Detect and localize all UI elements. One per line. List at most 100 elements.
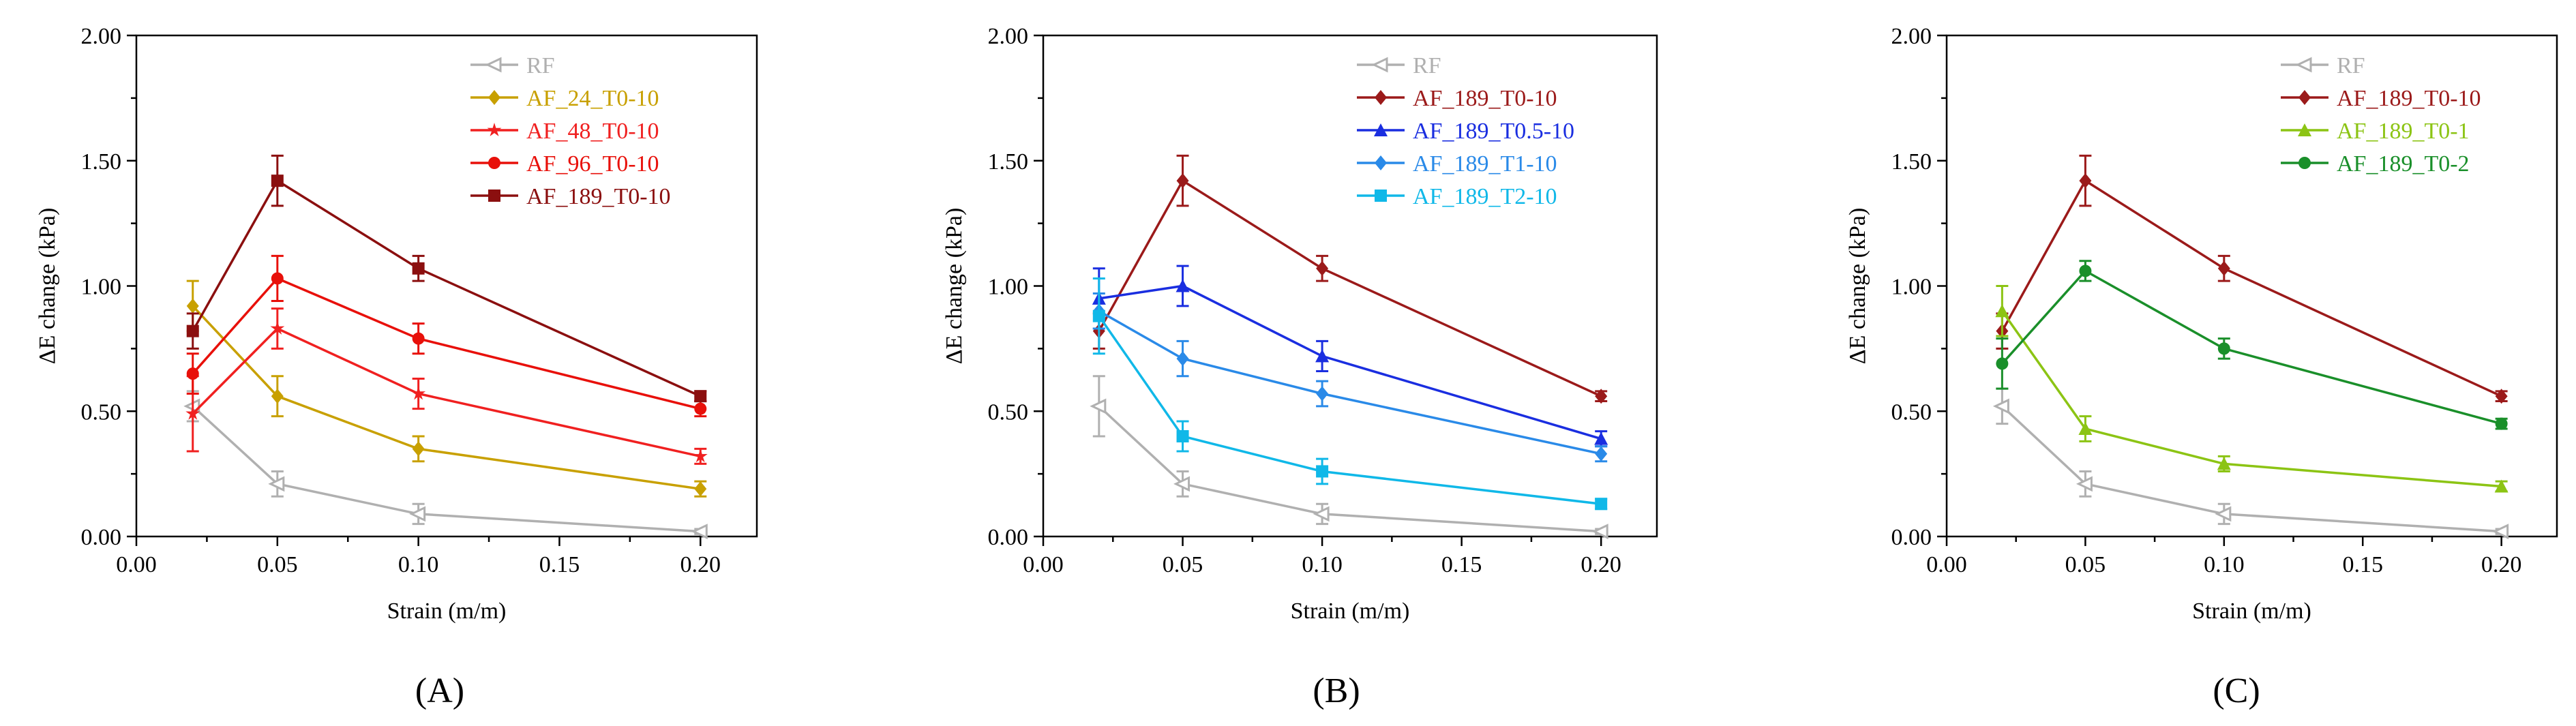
data-point (1175, 279, 1190, 292)
legend-marker (488, 190, 500, 202)
series-af-189-t0-10 (186, 154, 707, 403)
y-tick-label: 0.00 (1891, 525, 1932, 550)
data-point (411, 386, 426, 400)
series-af-24-t0-10 (186, 279, 707, 498)
series-af-189-t0-10 (1996, 154, 2508, 404)
legend-label: AF_48_T0-10 (526, 119, 659, 144)
data-point (1315, 349, 1330, 363)
x-tick-label: 0.10 (2204, 552, 2245, 577)
x-tick-label: 0.05 (1163, 552, 1203, 577)
data-point (186, 324, 199, 337)
data-point (1595, 389, 1608, 404)
data-point (2079, 173, 2092, 189)
data-point (271, 272, 284, 285)
series-line (192, 305, 701, 490)
data-point (1316, 465, 1329, 478)
data-point (2494, 479, 2508, 493)
series-af-189-t2-10 (1092, 277, 1608, 511)
legend-marker (1371, 57, 1388, 73)
data-point (1090, 398, 1107, 414)
series-rf (1090, 375, 1608, 540)
x-tick-label: 0.10 (398, 552, 439, 577)
data-point (271, 389, 284, 404)
legend-marker (488, 90, 500, 105)
data-point (1092, 309, 1105, 322)
series-line (2001, 269, 2502, 425)
x-tick-label: 0.10 (1302, 552, 1343, 577)
data-point (1992, 398, 2009, 414)
data-point (1316, 386, 1329, 402)
y-tick-label: 1.00 (988, 275, 1029, 300)
data-point (2492, 524, 2509, 540)
y-tick-label: 1.00 (1891, 275, 1932, 300)
legend-label: AF_189_T0-10 (1413, 86, 1557, 111)
series-line (192, 277, 701, 410)
y-tick-label: 2.00 (81, 24, 122, 49)
data-point (2217, 260, 2230, 276)
x-tick-label: 0.00 (1023, 552, 1064, 577)
data-point (2076, 476, 2093, 492)
legend-label: AF_189_T0-1 (2337, 119, 2470, 144)
y-axis-label: ΔE change (kPa) (35, 208, 60, 365)
legend-marker (488, 157, 500, 169)
series-line (2001, 179, 2502, 397)
x-tick-label: 0.15 (1441, 552, 1482, 577)
data-point (271, 175, 284, 187)
data-point (186, 298, 199, 314)
series-line (2001, 405, 2502, 533)
series-line (1098, 284, 1602, 440)
data-point (186, 367, 199, 380)
y-tick-label: 1.50 (988, 149, 1029, 175)
series-af-189-t0-1 (1995, 285, 2508, 493)
legend-label: AF_24_T0-10 (526, 86, 659, 111)
data-point (694, 402, 707, 415)
x-axis-label: Strain (m/m) (1291, 599, 1410, 624)
y-axis-label: ΔE change (kPa) (942, 208, 967, 365)
legend-marker (1374, 123, 1388, 136)
y-tick-label: 2.00 (1891, 24, 1932, 49)
data-point (1594, 432, 1608, 445)
x-tick-label: 0.20 (680, 552, 721, 577)
data-point (1595, 498, 1608, 511)
x-tick-label: 0.00 (116, 552, 157, 577)
y-tick-label: 0.50 (988, 399, 1029, 425)
data-point (691, 524, 708, 540)
panel-label: (B) (1313, 671, 1360, 710)
series-rf (1992, 387, 2509, 540)
series-line (2001, 310, 2502, 488)
x-axis-label: Strain (m/m) (387, 599, 507, 624)
series-line (1098, 315, 1602, 505)
series-line (192, 405, 701, 533)
data-point (412, 262, 425, 275)
data-point (185, 406, 200, 420)
data-point (1996, 357, 2009, 370)
panel-c: 0.00 0.50 1.00 1.50 2.00 0.00 0.05 0.10 0.15 0.20… (1845, 24, 2558, 710)
panel-a: 0.00 0.50 1.00 1.50 2.00 0.00 0.05 0.10 0.15 0.20… (35, 24, 758, 710)
y-tick-label: 0.50 (1891, 399, 1932, 425)
panel-label: (A) (415, 671, 464, 710)
legend-marker (1375, 90, 1387, 105)
data-point (1595, 446, 1608, 462)
x-tick-label: 0.15 (539, 552, 580, 577)
legend-label: AF_189_T0-2 (2337, 151, 2470, 177)
y-tick-label: 0.00 (81, 525, 122, 550)
series-line (192, 179, 702, 397)
legend-marker (2298, 157, 2311, 169)
legend-label: AF_189_T1-10 (1413, 151, 1557, 177)
series-line (192, 327, 701, 458)
y-tick-label: 2.00 (988, 24, 1029, 49)
data-point (268, 476, 285, 492)
legend-label: AF_189_T0-10 (526, 184, 671, 209)
panel-label: (C) (2213, 671, 2260, 710)
series-af-189-t0-2 (1996, 260, 2508, 430)
legend-marker (2295, 57, 2312, 73)
plot-frame (1042, 34, 1658, 538)
data-point (693, 449, 708, 463)
data-point (2078, 421, 2093, 435)
series-line (1098, 179, 1602, 397)
data-point (2079, 264, 2092, 277)
data-point (2217, 342, 2230, 355)
y-tick-label: 1.50 (81, 149, 122, 175)
series-af-96-t0-10 (186, 254, 707, 418)
